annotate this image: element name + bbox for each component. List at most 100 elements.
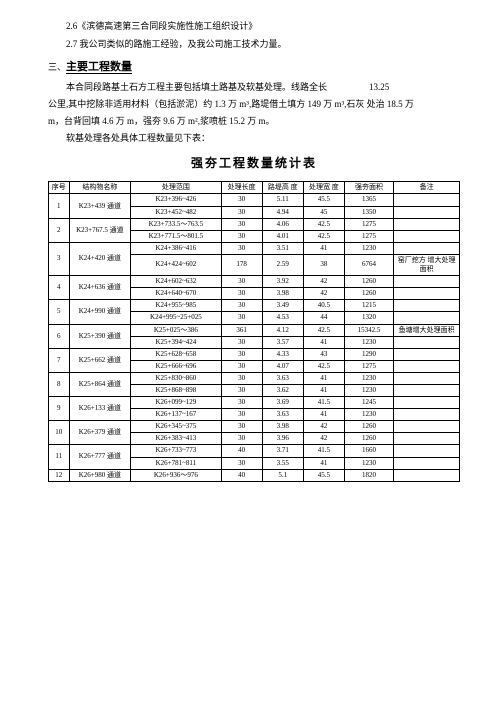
cell-w: 45.5 (303, 469, 344, 481)
cell-idx: 10 (49, 421, 70, 445)
cell-len: 30 (221, 300, 262, 312)
cell-area: 1320 (344, 312, 393, 324)
cell-note (394, 433, 460, 445)
cell-w: 41.5 (303, 397, 344, 409)
cell-w: 41.5 (303, 445, 344, 457)
section-title: 主要工程数量 (66, 61, 132, 74)
cell-range: K24+640~670 (131, 288, 221, 300)
cell-area: 6764 (344, 254, 393, 275)
cell-idx: 12 (49, 469, 70, 481)
cell-name: K25+662 通道 (69, 348, 131, 372)
cell-idx: 6 (49, 324, 70, 348)
cell-area: 1260 (344, 433, 393, 445)
cell-w: 42.5 (303, 218, 344, 230)
cell-area: 1275 (344, 230, 393, 242)
cell-area: 1245 (344, 397, 393, 409)
cell-w: 42.5 (303, 230, 344, 242)
table-row: 5K24+990 通道K24+955~985303.4940.51215 (49, 300, 460, 312)
cell-area: 1275 (344, 218, 393, 230)
cell-area: 1260 (344, 288, 393, 300)
cell-name: K23+439 通道 (69, 194, 131, 218)
cell-len: 30 (221, 218, 262, 230)
cell-h: 4.01 (262, 230, 303, 242)
table-title: 强夯工程数量统计表 (48, 154, 460, 171)
body-para3: m，台背回填 4.6 万 m，强夯 9.6 万 m²,浆喷桩 15.2 万 m。 (48, 114, 460, 127)
cell-w: 41 (303, 409, 344, 421)
cell-name: K24+420 通道 (69, 242, 131, 275)
body-para1: 本合同段路基土石方工程主要包括填土路基及软基处理。线路全长13.25 (48, 80, 460, 93)
cell-range: K24+995~25+025 (131, 312, 221, 324)
cell-note (394, 218, 460, 230)
th-range: 处理范围 (131, 182, 221, 194)
cell-range: K24+424~602 (131, 254, 221, 275)
cell-note (394, 336, 460, 348)
cell-range: K23+452~482 (131, 206, 221, 218)
cell-range: K25+394~424 (131, 336, 221, 348)
cell-h: 3.92 (262, 276, 303, 288)
cell-range: K26+345~375 (131, 421, 221, 433)
cell-area: 1215 (344, 300, 393, 312)
cell-idx: 11 (49, 445, 70, 469)
cell-note (394, 457, 460, 469)
cell-idx: 1 (49, 194, 70, 218)
table-row: 8K25+864 通道K25+830~860303.63411230 (49, 372, 460, 384)
table-row: 10K26+379 通道K26+345~375303.98421260 (49, 421, 460, 433)
cell-range: K26+383~413 (131, 433, 221, 445)
cell-note (394, 360, 460, 372)
table-row: 3K24+420 通道K24+386~416303.51411230 (49, 242, 460, 254)
cell-name: K24+636 通道 (69, 276, 131, 300)
cell-note (394, 421, 460, 433)
cell-note (394, 288, 460, 300)
cell-idx: 7 (49, 348, 70, 372)
cell-idx: 3 (49, 242, 70, 275)
cell-range: K26+936～976 (131, 469, 221, 481)
cell-w: 42 (303, 421, 344, 433)
cell-note (394, 312, 460, 324)
cell-w: 42 (303, 433, 344, 445)
cell-area: 1230 (344, 457, 393, 469)
table-row: 4K24+636 通道K24+602~632303.92421260 (49, 276, 460, 288)
cell-area: 1365 (344, 194, 393, 206)
table-body: 1K23+439 通道K23+396~426305.1145.51365K23+… (49, 194, 460, 481)
cell-len: 30 (221, 397, 262, 409)
cell-note (394, 397, 460, 409)
cell-len: 361 (221, 324, 262, 336)
cell-range: K25+025～386 (131, 324, 221, 336)
cell-len: 178 (221, 254, 262, 275)
cell-w: 42 (303, 288, 344, 300)
cell-area: 1230 (344, 409, 393, 421)
cell-h: 3.62 (262, 384, 303, 396)
cell-range: K26+137~167 (131, 409, 221, 421)
cell-w: 42.5 (303, 324, 344, 336)
cell-range: K23+733.5～763.5 (131, 218, 221, 230)
cell-range: K24+602~632 (131, 276, 221, 288)
cell-w: 45.5 (303, 194, 344, 206)
cell-len: 30 (221, 312, 262, 324)
cell-len: 30 (221, 372, 262, 384)
cell-note (394, 276, 460, 288)
cell-note (394, 469, 460, 481)
cell-range: K24+386~416 (131, 242, 221, 254)
cell-note: 窑厂挖方 增大处理 面积 (394, 254, 460, 275)
cell-note: 鱼塘增大处理面积 (394, 324, 460, 336)
cell-h: 5.1 (262, 469, 303, 481)
cell-len: 30 (221, 242, 262, 254)
table-row: 7K25+662 通道K25+628~658304.33431290 (49, 348, 460, 360)
cell-h: 3.57 (262, 336, 303, 348)
cell-range: K25+830~860 (131, 372, 221, 384)
cell-name: K25+864 通道 (69, 372, 131, 396)
intro-line2: 2.7 我公司类似的路施工经验，及我公司施工技术力量。 (48, 36, 460, 52)
table-row: 6K25+390 通道K25+025～3863614.1242.515342.5… (49, 324, 460, 336)
cell-name: K25+390 通道 (69, 324, 131, 348)
cell-area: 1260 (344, 276, 393, 288)
cell-len: 30 (221, 457, 262, 469)
cell-w: 40.5 (303, 300, 344, 312)
cell-area: 1820 (344, 469, 393, 481)
cell-note (394, 409, 460, 421)
cell-h: 3.71 (262, 445, 303, 457)
cell-len: 30 (221, 336, 262, 348)
cell-h: 3.63 (262, 372, 303, 384)
cell-h: 4.07 (262, 360, 303, 372)
cell-range: K24+955~985 (131, 300, 221, 312)
cell-name: K23+767.5 通道 (69, 218, 131, 242)
